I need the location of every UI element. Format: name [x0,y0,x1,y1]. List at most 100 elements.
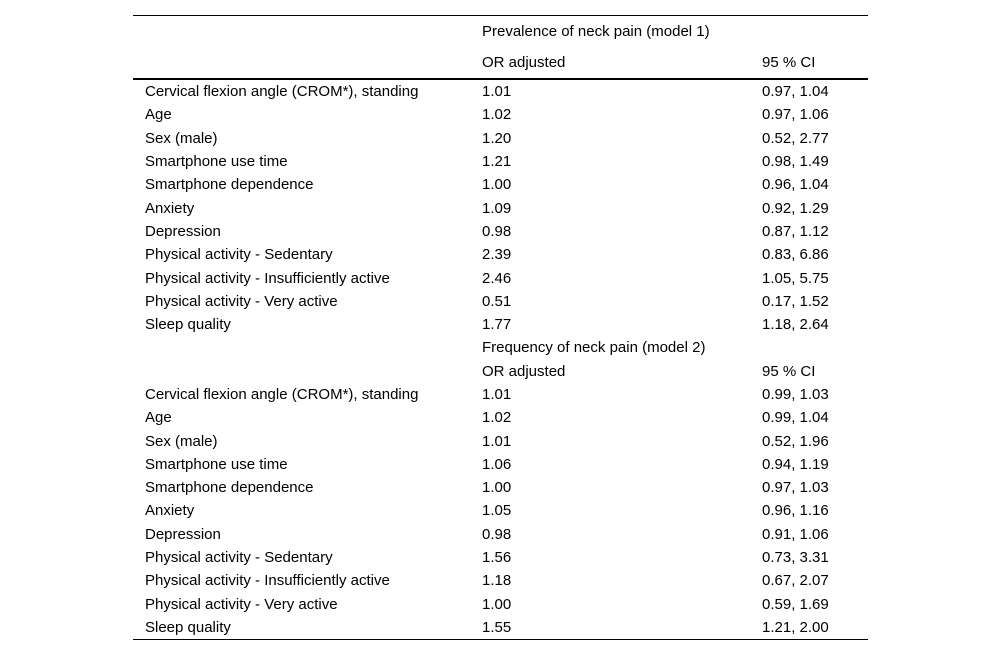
table-row: Age 1.02 0.97, 1.06 [133,103,868,126]
or-value: 1.01 [482,432,512,450]
empty-cell [133,47,482,80]
or-value: 1.56 [482,549,512,567]
row-label: Cervical flexion angle (CROM*), standing [145,83,419,101]
row-label: Sleep quality [145,618,231,636]
empty-cell [133,360,482,383]
table-row: Cervical flexion angle (CROM*), standing… [133,79,868,103]
ci-header: 95 % CI [762,47,868,80]
or-value: 1.01 [482,386,512,403]
table-row: Physical activity - Insufficiently activ… [133,569,868,592]
ci-value: 0.97, 1.04 [762,83,829,101]
row-label: Physical activity - Insufficiently activ… [145,269,390,287]
ci-value: 0.94, 1.19 [762,455,829,473]
or-adjusted-header: OR adjusted [482,362,566,380]
ci-value: 0.91, 1.06 [762,525,829,543]
or-value: 1.20 [482,129,512,147]
ci-value: 0.17, 1.52 [762,292,829,310]
results-table-container: Prevalence of neck pain (model 1) OR adj… [133,15,868,641]
ci-header: 95 % CI [762,362,816,380]
ci-value: 0.99, 1.04 [762,409,829,427]
table-row: Age 1.02 0.99, 1.04 [133,406,868,429]
ci-value: 1.05, 5.75 [762,269,829,287]
row-label: Age [145,106,172,124]
or-value: 1.06 [482,455,512,473]
row-label: Sleep quality [145,316,231,334]
section1-title-row: Prevalence of neck pain (model 1) [133,16,868,48]
section2-column-header-row: OR adjusted 95 % CI [133,360,868,383]
table-row: Physical activity - Insufficiently activ… [133,266,868,289]
ci-value: 0.52, 2.77 [762,129,829,147]
ci-value: 0.98, 1.49 [762,153,829,171]
or-value: 1.21 [482,153,512,171]
table-row: Physical activity - Sedentary 1.56 0.73, 3… [133,546,868,569]
empty-cell [133,336,482,359]
ci-value: 0.96, 1.16 [762,502,829,520]
ci-value: 0.52, 1.96 [762,432,829,450]
table-row: Anxiety 1.09 0.92, 1.29 [133,196,868,219]
row-label: Sex (male) [145,432,218,450]
or-value: 1.18 [482,572,512,590]
section2-title-row: Frequency of neck pain (model 2) [133,336,868,359]
row-label: Physical activity - Very active [145,292,338,310]
table-row: Sex (male) 1.01 0.52, 1.96 [133,429,868,452]
ci-value: 1.18, 2.64 [762,316,829,334]
or-value: 1.00 [482,479,512,497]
or-value: 0.98 [482,222,512,240]
ci-value: 0.97, 1.03 [762,479,829,497]
row-label: Physical activity - Sedentary [145,246,333,264]
ci-value: 0.92, 1.29 [762,199,829,217]
table-row: Cervical flexion angle (CROM*), standing… [133,383,868,406]
ci-value: 0.67, 2.07 [762,572,829,590]
row-label: Cervical flexion angle (CROM*), standing [145,386,419,403]
or-value: 0.51 [482,292,512,310]
ci-value: 0.99, 1.03 [762,386,829,403]
ci-value: 0.96, 1.04 [762,176,829,194]
or-value: 1.55 [482,618,512,636]
row-label: Smartphone dependence [145,479,314,497]
ci-value: 0.97, 1.06 [762,106,829,124]
row-label: Physical activity - Very active [145,595,338,613]
table-row: Depression 0.98 0.87, 1.12 [133,220,868,243]
or-value: 1.02 [482,409,512,427]
row-label: Depression [145,525,221,543]
table-row: Smartphone use time 1.06 0.94, 1.19 [133,453,868,476]
or-value: 1.00 [482,595,512,613]
table-row: Sex (male) 1.20 0.52, 2.77 [133,127,868,150]
or-value: 1.00 [482,176,512,194]
ci-value: 1.21, 2.00 [762,618,829,636]
or-value: 1.05 [482,502,512,520]
row-label: Depression [145,222,221,240]
section1-title: Prevalence of neck pain (model 1) [482,23,710,40]
row-label: Age [145,409,172,427]
or-value: 1.01 [482,83,512,101]
empty-cell [133,16,482,48]
ci-value: 0.59, 1.69 [762,595,829,613]
row-label: Sex (male) [145,129,218,147]
row-label: Smartphone dependence [145,176,314,194]
ci-value: 0.87, 1.12 [762,222,829,240]
row-label: Anxiety [145,502,195,520]
or-adjusted-header: OR adjusted [482,47,762,80]
table-row: Physical activity - Very active 0.51 0.17,… [133,290,868,313]
table-row: Smartphone dependence 1.00 0.97, 1.03 [133,476,868,499]
or-value: 1.02 [482,106,512,124]
table-row: Physical activity - Very active 1.00 0.59,… [133,593,868,616]
row-label: Anxiety [145,199,195,217]
or-value: 1.09 [482,199,512,217]
table-row: Depression 0.98 0.91, 1.06 [133,523,868,546]
or-value: 2.46 [482,269,512,287]
table-row: Sleep quality 1.55 1.21, 2.00 [133,616,868,640]
section1-column-header-row: OR adjusted 95 % CI [133,47,868,80]
row-label: Smartphone use time [145,455,288,473]
ci-value: 0.83, 6.86 [762,246,829,264]
odds-ratio-table: Prevalence of neck pain (model 1) OR adj… [133,15,868,641]
or-value: 2.39 [482,246,512,264]
section2-title: Frequency of neck pain (model 2) [482,339,706,357]
table-row: Physical activity - Sedentary 2.39 0.83, 6… [133,243,868,266]
row-label: Physical activity - Insufficiently activ… [145,572,390,590]
table-row: Anxiety 1.05 0.96, 1.16 [133,499,868,522]
row-label: Smartphone use time [145,153,288,171]
table-row: Smartphone use time 1.21 0.98, 1.49 [133,150,868,173]
or-value: 0.98 [482,525,512,543]
row-label: Physical activity - Sedentary [145,549,333,567]
